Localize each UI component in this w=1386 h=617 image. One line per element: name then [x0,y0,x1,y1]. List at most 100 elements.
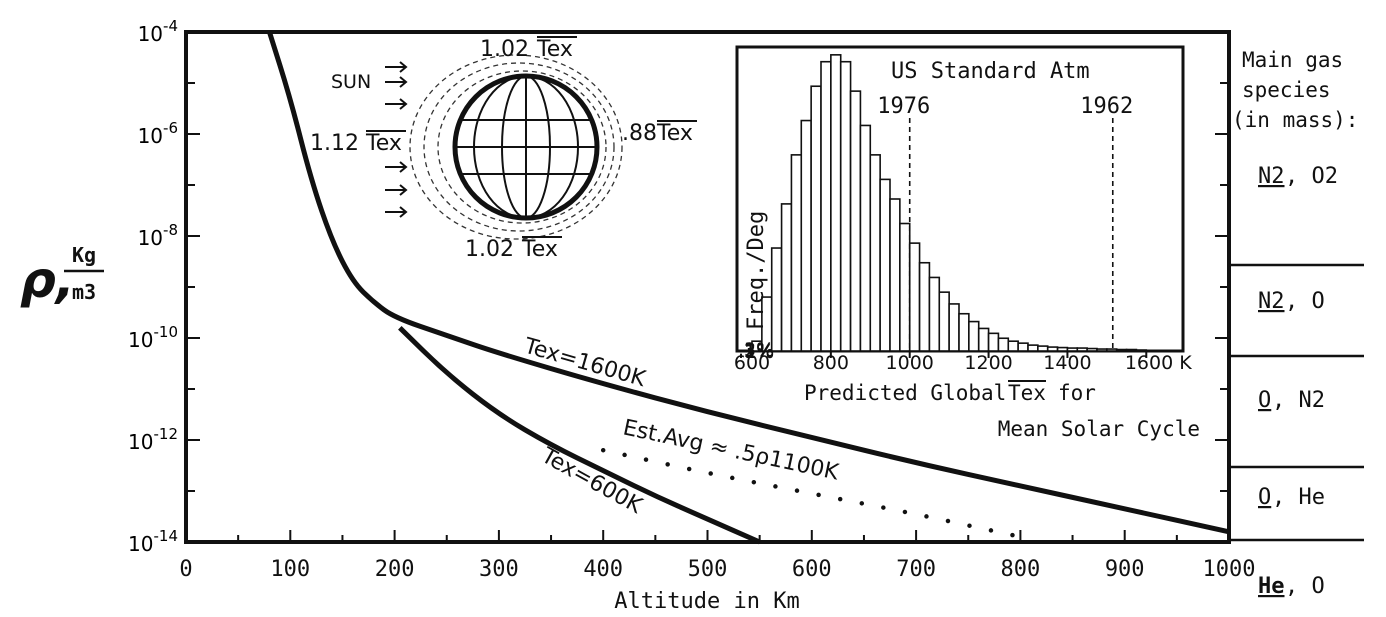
x-tick-labels: 0 100 200 300 400 500 600 700 800 900 1000 [179,557,1255,582]
x-tick-label: 800 [1001,557,1041,582]
histogram-x-axis-label: Predicted Global Tex for Mean Solar Cycl… [804,380,1200,441]
histogram-bar [830,54,842,352]
histogram-bar [908,242,921,352]
x-tick-label: 700 [896,557,936,582]
globe-diagram: SUN 1.02 Tex 1.12 [310,36,697,262]
y-axis-label: ρ, Kg m3 [20,243,104,309]
histogram-bar [987,332,1000,352]
histogram-x-ticks: 600 800 1000 1200 1400 1600 K [734,351,1192,374]
species-band-4: O , He [1258,485,1325,510]
histogram-bar [839,60,852,352]
species-secondary: , O [1285,289,1325,314]
histogram-bar [968,320,980,352]
histogram-bar [1115,348,1128,352]
globe-label-top: 1.02 Tex [480,36,577,62]
x-tick-label: 0 [179,557,192,582]
histogram-xlabel-tex: Tex [1008,381,1046,405]
globe-label-left: 1.12 Tex [310,130,406,156]
series-label-tex-1600k: Tex=1600K [520,333,648,392]
histogram-bar [1056,346,1069,352]
globe-label-top-value: 1.02 [480,37,529,62]
arrow-icon [385,61,408,73]
histogram-bar [997,337,1010,352]
y-tick-labels: 10-4 10-6 10-8 10-10 10-12 10-14 [128,17,178,556]
histogram-bar [780,203,793,352]
x-tick-label: 500 [688,557,728,582]
histogram-x-tick-label: 1000 [886,352,934,374]
histogram-x-tick-label: 1600 K [1125,352,1192,374]
arrow-icon [385,184,408,196]
species-band-3: O , N2 [1258,388,1325,413]
histogram-bar [869,154,881,352]
species-secondary: , N2 [1272,388,1325,413]
species-band-1: N2 , O2 [1258,164,1338,189]
histogram-x-tick-label: 800 [813,352,849,374]
globe-label-left-value: 1.12 [310,131,359,156]
histogram-bar [977,327,990,352]
species-secondary: , O [1285,574,1325,599]
y-axis-label-unit-num: Kg [72,243,96,267]
histogram-bar [770,247,783,352]
histogram-bar [1046,346,1059,352]
globe-label-right-tex: Tex [656,121,693,146]
x-tick-label: 100 [270,557,310,582]
x-tick-label: 900 [1105,557,1145,582]
histogram-xlabel-prefix: Predicted Global [804,381,1006,405]
histogram-bar [1125,348,1138,352]
histogram-bar [810,85,822,352]
globe-label-bottom-tex: Tex [521,237,558,262]
series-label-est-avg: Est.Avg ≈ .5ρ1100K [621,415,841,485]
histogram-bar [820,60,832,352]
species-primary: O [1258,485,1271,510]
histogram-marker-label: 1976 [877,94,930,119]
histogram-bar [1066,347,1079,352]
histogram-title: US Standard Atm [891,59,1090,84]
histogram-bar [1135,349,1148,352]
histogram-bar [889,198,901,352]
arrow-icon [385,76,408,88]
exosphere-shell [423,62,615,232]
histogram-xlabel-suffix: for [1058,381,1096,405]
exosphere-shells [409,54,623,240]
x-tick-label: 200 [375,557,415,582]
histogram-bar [928,276,941,352]
globe-label-right: .88 Tex [622,120,697,146]
species-band-5: He , O [1258,574,1325,599]
x-tick-label: 300 [479,557,519,582]
histogram-bar [879,178,891,352]
histogram-bar [899,222,911,352]
x-axis-label: Altitude in Km [614,589,799,614]
density-series [267,31,1230,545]
histogram-y-tick-label: .3% [738,339,774,361]
globe-label-top-tex: Tex [536,37,573,62]
histogram-bar [800,119,812,352]
x-tick-label: 400 [583,557,623,582]
exosphere-shell [409,54,623,240]
globe-label-left-tex: Tex [365,131,402,156]
y-tick-label: 10-12 [128,425,178,454]
species-panel: Main gas species (in mass): N2 , O2 N2 ,… [1229,48,1364,599]
globe-label-right-value: .88 [622,121,657,146]
histogram-bar [958,312,970,352]
histogram-y-axis-label: Freq./Deg [744,211,769,330]
y-tick-label: 10-6 [138,119,178,148]
histogram-bar [849,90,862,352]
globe-label-bottom-value: 1.02 [465,237,514,262]
histogram-x-tick-label: 1200 [964,352,1012,374]
tex-histogram-inset: 1976 1962 600 800 1000 1200 1400 1600 K .1%.2%… [734,45,1200,441]
histogram-bar [1106,348,1118,352]
x-tick-label: 1000 [1203,557,1256,582]
histogram-bar [938,291,950,352]
histogram-bar [859,124,872,352]
species-panel-title-line-2: species [1242,78,1331,102]
histogram-y-ticks: .1%.2%.3% [738,339,774,363]
y-tick-label: 10-4 [138,17,178,46]
histogram-bar [948,303,960,352]
species-band-2: N2 , O [1258,289,1325,314]
histogram-bar [1076,347,1088,352]
y-tick-label: 10-8 [138,221,178,250]
histogram-bar [1027,344,1039,352]
histogram-markers: 1976 1962 [877,94,1133,351]
species-primary: N2 [1258,164,1285,189]
